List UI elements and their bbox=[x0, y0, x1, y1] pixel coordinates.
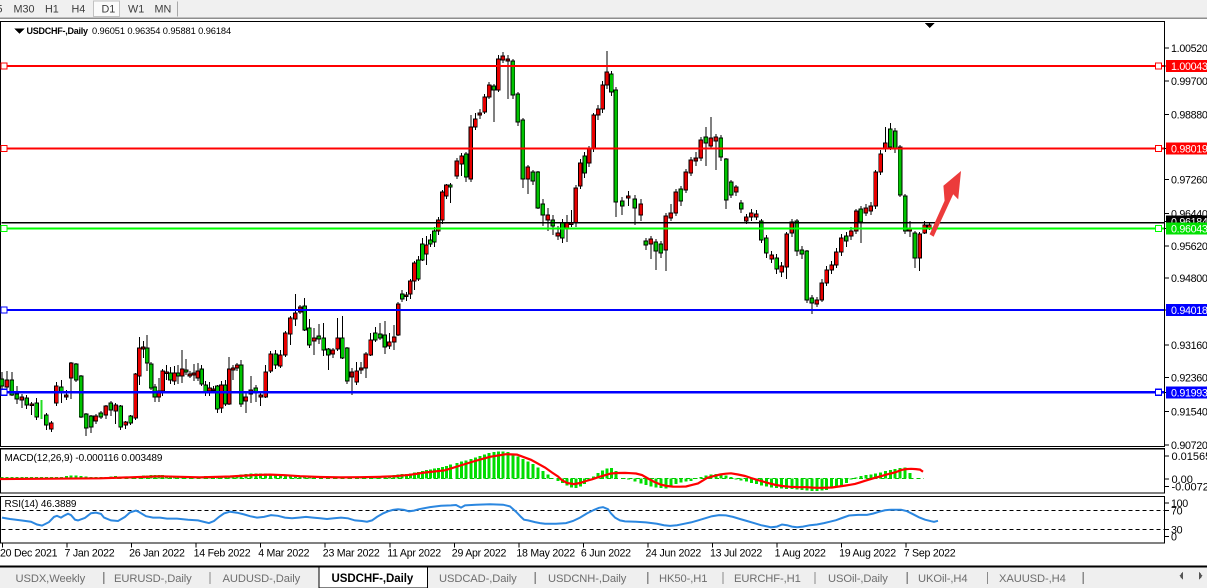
svg-text:USDX,Weekly: USDX,Weekly bbox=[16, 573, 86, 585]
svg-text:11 Apr 2022: 11 Apr 2022 bbox=[387, 548, 441, 560]
svg-text:AUDUSD-,Daily: AUDUSD-,Daily bbox=[223, 573, 301, 585]
svg-text:0.92360: 0.92360 bbox=[1171, 373, 1207, 385]
svg-text:H4: H4 bbox=[72, 4, 86, 16]
svg-text:USDCAD-,Daily: USDCAD-,Daily bbox=[439, 573, 517, 585]
svg-text:H1: H1 bbox=[45, 4, 59, 16]
svg-text:7 Sep 2022: 7 Sep 2022 bbox=[904, 548, 956, 560]
svg-text:0.90720: 0.90720 bbox=[1171, 440, 1207, 452]
svg-text:USDCHF-,Daily: USDCHF-,Daily bbox=[27, 26, 89, 36]
svg-text:USOil-,Daily: USOil-,Daily bbox=[828, 573, 888, 585]
svg-text:HK50-,H1: HK50-,H1 bbox=[659, 573, 707, 585]
svg-text:24 Jun 2022: 24 Jun 2022 bbox=[646, 548, 702, 560]
svg-text:70: 70 bbox=[1171, 505, 1183, 517]
svg-text:0.98019: 0.98019 bbox=[1171, 144, 1207, 156]
svg-text:D1: D1 bbox=[102, 4, 116, 16]
svg-text:13 Jul 2022: 13 Jul 2022 bbox=[710, 548, 762, 560]
svg-text:M30: M30 bbox=[14, 4, 35, 16]
svg-text:0.96043: 0.96043 bbox=[1171, 224, 1207, 236]
svg-text:0.91993: 0.91993 bbox=[1171, 387, 1207, 399]
svg-text:UKOil-,H4: UKOil-,H4 bbox=[918, 573, 967, 585]
svg-text:29 Apr 2022: 29 Apr 2022 bbox=[452, 548, 507, 560]
svg-text:6 Jun 2022: 6 Jun 2022 bbox=[581, 548, 631, 560]
svg-text:-0.007259: -0.007259 bbox=[1172, 482, 1207, 494]
svg-text:0.94018: 0.94018 bbox=[1171, 305, 1207, 317]
svg-text:0.015654: 0.015654 bbox=[1172, 451, 1207, 463]
svg-text:EURCHF-,H1: EURCHF-,H1 bbox=[734, 573, 801, 585]
svg-text:MACD(12,26,9) -0.000116 0.0034: MACD(12,26,9) -0.000116 0.003489 bbox=[5, 453, 163, 464]
svg-text:W1: W1 bbox=[128, 4, 144, 16]
svg-text:RSI(14) 46.3889: RSI(14) 46.3889 bbox=[5, 499, 77, 510]
svg-text:0.99700: 0.99700 bbox=[1171, 76, 1207, 88]
svg-text:1 Aug 2022: 1 Aug 2022 bbox=[775, 548, 826, 560]
svg-text:5: 5 bbox=[0, 4, 3, 16]
svg-text:0: 0 bbox=[1171, 532, 1177, 544]
svg-text:USDCNH-,Daily: USDCNH-,Daily bbox=[548, 573, 627, 585]
svg-text:0.96051 0.96354 0.95881 0.9618: 0.96051 0.96354 0.95881 0.96184 bbox=[92, 26, 231, 36]
svg-text:23 Mar 2022: 23 Mar 2022 bbox=[323, 548, 380, 560]
svg-text:18 May 2022: 18 May 2022 bbox=[516, 548, 575, 560]
svg-text:EURUSD-,Daily: EURUSD-,Daily bbox=[114, 573, 192, 585]
svg-text:USDCHF-,Daily: USDCHF-,Daily bbox=[332, 573, 414, 585]
svg-text:26 Jan 2022: 26 Jan 2022 bbox=[129, 548, 185, 560]
svg-text:MN: MN bbox=[155, 4, 172, 16]
svg-text:0.00: 0.00 bbox=[1172, 474, 1193, 486]
svg-text:7 Jan 2022: 7 Jan 2022 bbox=[65, 548, 115, 560]
svg-text:30: 30 bbox=[1171, 524, 1183, 536]
svg-text:XAUUSD-,H4: XAUUSD-,H4 bbox=[999, 573, 1066, 585]
svg-text:0.93160: 0.93160 bbox=[1171, 340, 1207, 352]
svg-text:20 Dec 2021: 20 Dec 2021 bbox=[0, 548, 58, 560]
svg-text:100: 100 bbox=[1171, 498, 1188, 510]
svg-text:0.97260: 0.97260 bbox=[1171, 175, 1207, 187]
svg-text:0.94800: 0.94800 bbox=[1171, 273, 1207, 285]
svg-text:1.00043: 1.00043 bbox=[1171, 61, 1207, 73]
svg-text:1.00520: 1.00520 bbox=[1171, 43, 1207, 55]
svg-text:14 Feb 2022: 14 Feb 2022 bbox=[194, 548, 251, 560]
svg-text:0.91540: 0.91540 bbox=[1171, 407, 1207, 419]
svg-text:19 Aug 2022: 19 Aug 2022 bbox=[839, 548, 896, 560]
svg-text:0.98880: 0.98880 bbox=[1171, 110, 1207, 122]
svg-text:0.95620: 0.95620 bbox=[1171, 241, 1207, 253]
svg-text:4 Mar 2022: 4 Mar 2022 bbox=[258, 548, 309, 560]
